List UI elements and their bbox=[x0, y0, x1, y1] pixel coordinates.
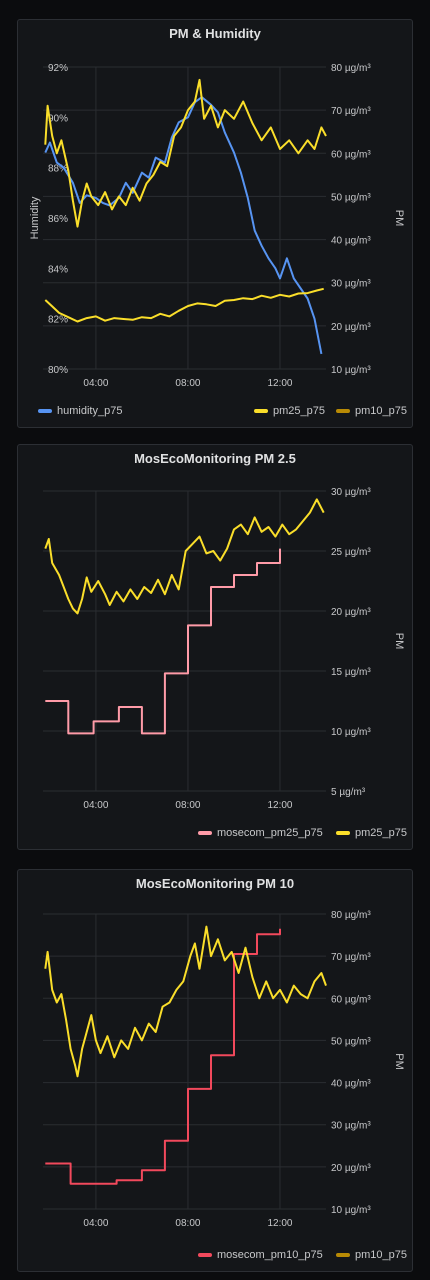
legend-swatch bbox=[336, 409, 350, 413]
y-right-tick-label: 5 µg/m³ bbox=[331, 787, 366, 798]
legend-item-pm25[interactable]: pm25_p75 bbox=[336, 827, 407, 839]
legend-swatch bbox=[198, 831, 212, 835]
legend-item-mosecom-pm10[interactable]: mosecom_pm10_p75 bbox=[198, 1249, 323, 1261]
y-right-tick-label: 20 µg/m³ bbox=[331, 322, 371, 333]
x-tick-label: 12:00 bbox=[267, 1218, 292, 1229]
legend-swatch bbox=[38, 409, 52, 413]
legend-swatch bbox=[336, 831, 350, 835]
y-right-tick-label: 60 µg/m³ bbox=[331, 994, 371, 1005]
legend-label: humidity_p75 bbox=[57, 405, 123, 417]
series-line-mosecom-pm10-p75 bbox=[45, 928, 281, 1185]
y-right-tick-label: 30 µg/m³ bbox=[331, 1121, 371, 1132]
y-right-tick-label: 60 µg/m³ bbox=[331, 149, 371, 160]
y-left-tick-label: 86% bbox=[48, 214, 68, 225]
x-tick-label: 04:00 bbox=[83, 800, 108, 811]
y-right-axis-title: PM bbox=[393, 210, 405, 227]
legend-item-mosecom-pm25[interactable]: mosecom_pm25_p75 bbox=[198, 827, 323, 839]
y-right-tick-label: 20 µg/m³ bbox=[331, 1163, 371, 1174]
chart-svg-pm10: 80 µg/m³ 70 µg/m³ 60 µg/m³ 50 µg/m³ 40 µg/m³… bbox=[43, 910, 405, 1229]
panel-title: PM & Humidity bbox=[169, 26, 261, 41]
legend-item-pm10[interactable]: pm10_p75 bbox=[336, 405, 407, 417]
legend-label: mosecom_pm25_p75 bbox=[217, 827, 323, 839]
legend: mosecom_pm10_p75 pm10_p75 bbox=[18, 1249, 412, 1265]
x-tick-label: 12:00 bbox=[267, 378, 292, 389]
chart-panel-pm10: MosEcoMonitoring PM 10 80 µg/m³ 70 µg/m³ 6… bbox=[17, 869, 413, 1272]
x-tick-label: 08:00 bbox=[175, 1218, 200, 1229]
legend-item-humidity[interactable]: humidity_p75 bbox=[38, 405, 122, 417]
legend-item-pm25[interactable]: pm25_p75 bbox=[254, 405, 325, 417]
y-right-tick-label: 80 µg/m³ bbox=[331, 910, 371, 921]
x-tick-label: 12:00 bbox=[267, 800, 292, 811]
y-left-tick-label: 84% bbox=[48, 264, 68, 275]
chart-svg-pm-humidity: 80 µg/m³ 70 µg/m³ 60 µg/m³ 50 µg/m³ 40 µg/m³… bbox=[29, 63, 405, 389]
legend: mosecom_pm25_p75 pm25_p75 bbox=[18, 827, 412, 843]
y-right-tick-label: 10 µg/m³ bbox=[331, 365, 371, 376]
y-left-tick-label: 88% bbox=[48, 164, 68, 175]
y-right-tick-label: 40 µg/m³ bbox=[331, 1079, 371, 1090]
legend-swatch bbox=[336, 1253, 350, 1257]
legend-label: pm25_p75 bbox=[355, 827, 407, 839]
y-right-tick-label: 40 µg/m³ bbox=[331, 236, 371, 247]
x-tick-label: 04:00 bbox=[83, 378, 108, 389]
y-right-tick-label: 50 µg/m³ bbox=[331, 1036, 371, 1047]
legend-label: mosecom_pm10_p75 bbox=[217, 1249, 323, 1261]
x-tick-label: 08:00 bbox=[175, 800, 200, 811]
series-line-mosecom-pm25-p75 bbox=[45, 548, 281, 735]
y-left-tick-label: 80% bbox=[48, 365, 68, 376]
y-right-tick-label: 25 µg/m³ bbox=[331, 547, 371, 558]
x-tick-label: 08:00 bbox=[175, 378, 200, 389]
legend-swatch bbox=[254, 409, 268, 413]
chart-panel-pm25: MosEcoMonitoring PM 2.5 30 µg/m³ 25 µg/m³… bbox=[17, 444, 413, 850]
y-right-tick-label: 20 µg/m³ bbox=[331, 607, 371, 618]
y-right-tick-label: 30 µg/m³ bbox=[331, 487, 371, 498]
y-right-axis-title: PM bbox=[393, 633, 405, 650]
y-left-axis-title: Humidity bbox=[29, 196, 41, 239]
legend-label: pm10_p75 bbox=[355, 1249, 407, 1261]
legend-item-pm10[interactable]: pm10_p75 bbox=[336, 1249, 407, 1261]
y-left-tick-label: 92% bbox=[48, 63, 68, 74]
chart-svg-pm25: 30 µg/m³ 25 µg/m³ 20 µg/m³ 15 µg/m³ 10 µg/m³… bbox=[43, 487, 405, 811]
series-line-pm25-p75 bbox=[44, 498, 325, 615]
x-tick-label: 04:00 bbox=[83, 1218, 108, 1229]
y-right-tick-label: 50 µg/m³ bbox=[331, 192, 371, 203]
chart-panel-pm-humidity: PM & Humidity 80 µg/m³ 70 µg/m³ 60 µg/m³ 50… bbox=[17, 19, 413, 428]
y-left-tick-label: 82% bbox=[48, 315, 68, 326]
series-line-pm10-p75 bbox=[44, 78, 327, 228]
series-line-pm25-p75 bbox=[44, 287, 324, 323]
y-right-tick-label: 70 µg/m³ bbox=[331, 952, 371, 963]
y-right-axis-title: PM bbox=[393, 1053, 405, 1070]
y-right-tick-label: 15 µg/m³ bbox=[331, 667, 371, 678]
legend-label: pm25_p75 bbox=[273, 405, 325, 417]
series-line-pm10-p75 bbox=[44, 925, 327, 1078]
y-right-tick-label: 10 µg/m³ bbox=[331, 1205, 371, 1216]
legend: humidity_p75 pm25_p75 pm10_p75 bbox=[18, 405, 412, 421]
y-right-tick-label: 10 µg/m³ bbox=[331, 727, 371, 738]
legend-swatch bbox=[198, 1253, 212, 1257]
series-line-humidity-p75 bbox=[44, 96, 323, 355]
legend-label: pm10_p75 bbox=[355, 405, 407, 417]
y-right-tick-label: 30 µg/m³ bbox=[331, 279, 371, 290]
y-right-tick-label: 80 µg/m³ bbox=[331, 63, 371, 74]
panel-title: MosEcoMonitoring PM 10 bbox=[135, 876, 295, 891]
panel-title: MosEcoMonitoring PM 2.5 bbox=[134, 451, 296, 466]
y-left-tick-label: 90% bbox=[48, 113, 68, 124]
y-right-tick-label: 70 µg/m³ bbox=[331, 106, 371, 117]
